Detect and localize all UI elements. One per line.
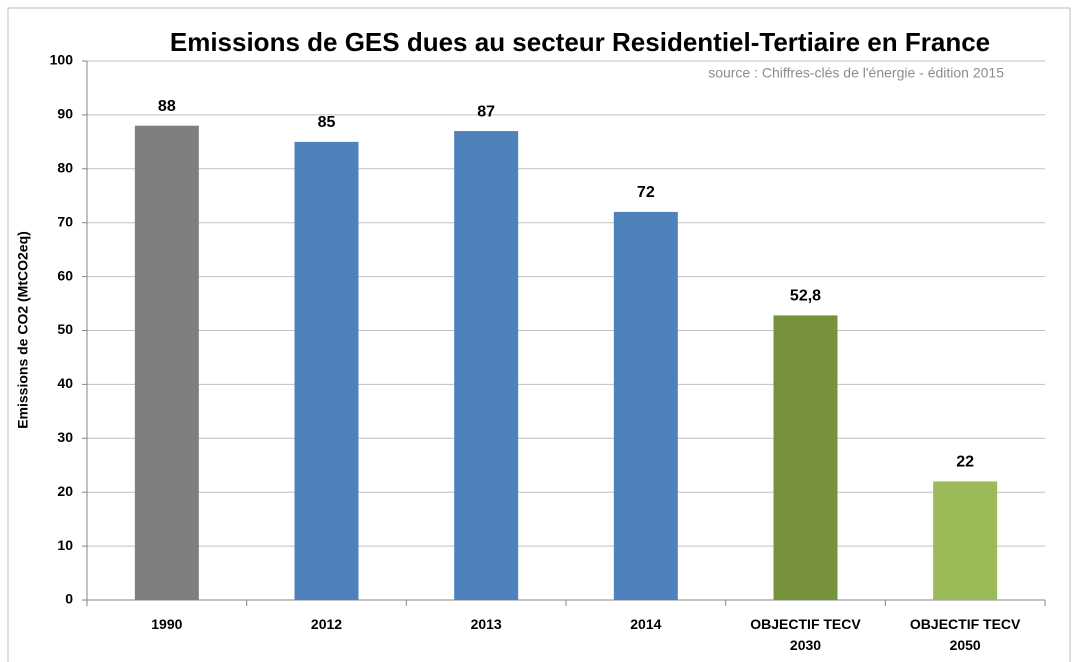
x-tick-label: OBJECTIF TECV 2030 — [750, 616, 861, 653]
data-label: 85 — [318, 114, 336, 131]
x-tick-label: 2014 — [630, 616, 662, 632]
data-label: 72 — [637, 184, 655, 201]
y-tick-label: 70 — [57, 213, 73, 229]
y-axis-label: Emissions de CO2 (MtCO2eq) — [15, 231, 31, 429]
x-tick-label: 2013 — [470, 616, 502, 632]
bar — [933, 481, 998, 600]
bar — [773, 315, 838, 600]
y-tick-label: 90 — [57, 106, 73, 122]
y-tick-label: 0 — [65, 591, 73, 607]
bar — [454, 131, 519, 600]
chart-subtitle: source : Chiffres-clés de l'énergie - éd… — [708, 65, 1004, 81]
data-label: 88 — [158, 98, 176, 115]
y-tick-label: 60 — [57, 267, 73, 283]
x-tick-label: 2012 — [310, 616, 343, 632]
bar — [294, 141, 359, 600]
y-tick-label: 100 — [50, 52, 74, 68]
bar — [613, 211, 678, 601]
x-tick-label: 1990 — [151, 616, 183, 632]
chart-title: Emissions de GES dues au secteur Residen… — [170, 27, 990, 57]
bar — [134, 125, 199, 601]
y-tick-label: 20 — [57, 483, 73, 499]
x-tick-label: OBJECTIF TECV 2050 — [909, 616, 1021, 653]
data-label: 87 — [477, 103, 495, 120]
data-label: 52,8 — [790, 288, 821, 305]
y-tick-label: 80 — [57, 160, 73, 176]
y-tick-label: 50 — [57, 321, 73, 337]
y-tick-label: 40 — [57, 375, 73, 391]
y-tick-label: 30 — [57, 429, 73, 445]
y-tick-label: 10 — [57, 537, 73, 553]
data-label: 22 — [956, 454, 974, 471]
